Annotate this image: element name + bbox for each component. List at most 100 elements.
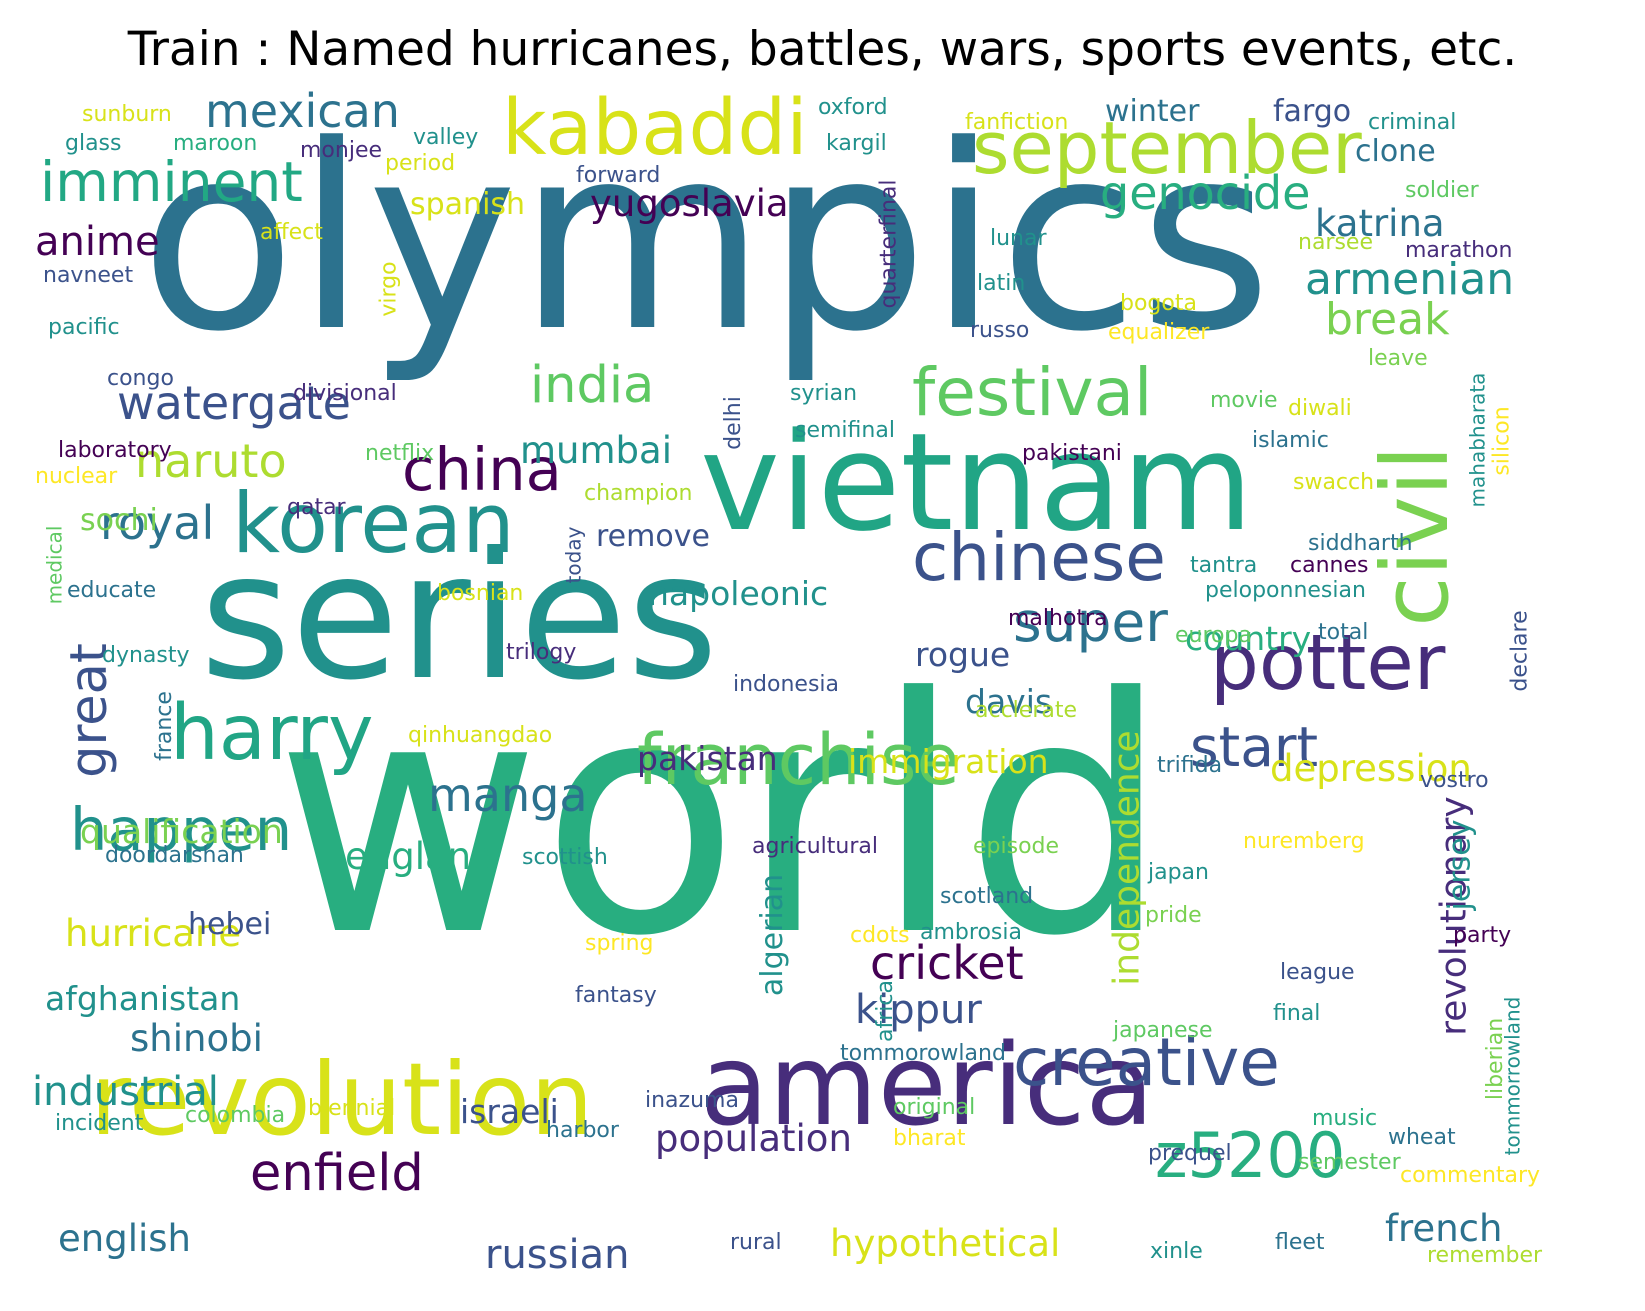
word-peloponnesian: peloponnesian [1205,578,1366,603]
word-clone: clone [1355,134,1436,169]
word-music: music [1312,1106,1378,1131]
word-vostro: vostro [1420,768,1489,793]
word-katrina: katrina [1315,202,1445,245]
word-ambrosia: ambrosia [920,920,1022,945]
word-independence: independence [1106,730,1148,986]
word-korean: korean [232,475,515,572]
word-napoleonic: napoleonic [648,574,829,613]
word-inazuma: inazuma [645,1088,739,1113]
word-nuremberg: nuremberg [1243,829,1365,854]
word-fantasy: fantasy [575,983,657,1008]
word-scotland: scotland [940,884,1034,909]
word-delhi: delhi [720,396,746,450]
word-creative: creative [1013,1024,1280,1101]
word-netflix: netflix [365,441,435,466]
word-episode: episode [973,834,1060,859]
word-pakistani: pakistani [1022,441,1122,466]
word-tommorrowland: tommorrowland [1500,996,1525,1156]
word-quarterfinal: quarterfinal [876,179,902,309]
word-swacch: swacch [1293,470,1375,495]
word-sochi: sochi [80,503,158,538]
word-india: india [530,356,655,415]
word-congo: congo [107,366,174,391]
word-england: england [345,835,495,878]
word-glass: glass [65,131,122,156]
word-syrian: syrian [790,381,858,406]
word-leave: leave [1368,346,1428,371]
word-royal: royal [100,496,215,550]
word-tantra: tantra [1190,553,1258,578]
word-remove: remove [596,519,710,554]
word-september: september [972,106,1362,190]
word-pacific: pacific [48,315,120,340]
word-final: final [1273,1001,1321,1026]
word-equalizer: equalizer [1108,320,1210,345]
word-biennial: biennial [308,1096,396,1121]
word-forward: forward [576,163,661,188]
word-afghanistan: afghanistan [45,979,241,1018]
word-commentary: commentary [1400,1163,1541,1188]
word-kippur: kippur [855,987,982,1033]
word-spanish: spanish [410,187,526,222]
word-fanfiction: fanfiction [965,110,1069,135]
word-period: period [385,151,456,176]
word-maroon: maroon [173,131,258,156]
word-original: original [893,1095,976,1120]
word-festival: festival [912,354,1153,431]
word-japan: japan [1148,860,1209,885]
word-algerian: algerian [755,873,791,997]
word-sunburn: sunburn [82,102,172,127]
word-potter: potter [1210,619,1446,708]
word-colombia: colombia [185,1103,286,1128]
word-wheat: wheat [1388,1125,1456,1150]
word-yugoslavia: yugoslavia [590,182,789,225]
word-remember: remember [1427,1243,1543,1268]
word-incident: incident [55,1111,144,1136]
word-spring: spring [585,931,654,956]
word-champion: champion [584,481,693,506]
word-pakistan: pakistan [637,739,778,778]
word-dynasty: dynasty [102,643,190,668]
word-cdots: cdots [850,923,910,948]
word-indonesia: indonesia [733,672,840,697]
word-pride: pride [1145,903,1202,928]
word-xinle: xinle [1150,1239,1203,1264]
word-bharat: bharat [893,1126,966,1151]
word-soldier: soldier [1405,178,1479,203]
word-start: start [1190,715,1319,779]
word-break: break [1325,294,1450,345]
word-kabaddi: kabaddi [502,84,808,173]
word-monjee: monjee [300,138,383,163]
word-mumbai: mumbai [520,429,672,472]
word-anime: anime [35,219,160,265]
word-malhotra: malhotra [1008,606,1108,631]
chart-title: Train : Named hurricanes, battles, wars,… [127,22,1518,77]
word-mahabharata: mahabharata [1465,372,1490,508]
word-manga: manga [428,768,588,822]
word-latin: latin [977,271,1026,296]
word-russo: russo [970,318,1030,343]
word-today: today [561,526,586,584]
word-league: league [1280,960,1355,985]
word-imminent: imminent [40,150,303,214]
word-prequel: prequel [1148,1141,1232,1166]
word-bosnian: bosnian [437,581,524,606]
word-winter: winter [1105,94,1200,129]
word-hurricane: hurricane [65,912,242,955]
word-valley: valley [413,125,479,150]
word-hypothetical: hypothetical [830,1222,1061,1265]
word-nuclear: nuclear [35,464,118,489]
word-lunar: lunar [990,226,1047,251]
word-kargil: kargil [826,131,887,156]
word-chinese: chinese [912,519,1166,596]
word-qinhuangdao: qinhuangdao [408,723,553,748]
word-trifida: trifida [1157,753,1223,778]
word-population: population [655,1117,852,1160]
word-rogue: rogue [915,635,1011,674]
word-divisional: divisional [293,381,397,406]
word-hebei: hebei [188,907,272,942]
word-party: party [1453,923,1512,948]
word-movie: movie [1210,388,1278,413]
word-harry: harry [170,689,374,778]
